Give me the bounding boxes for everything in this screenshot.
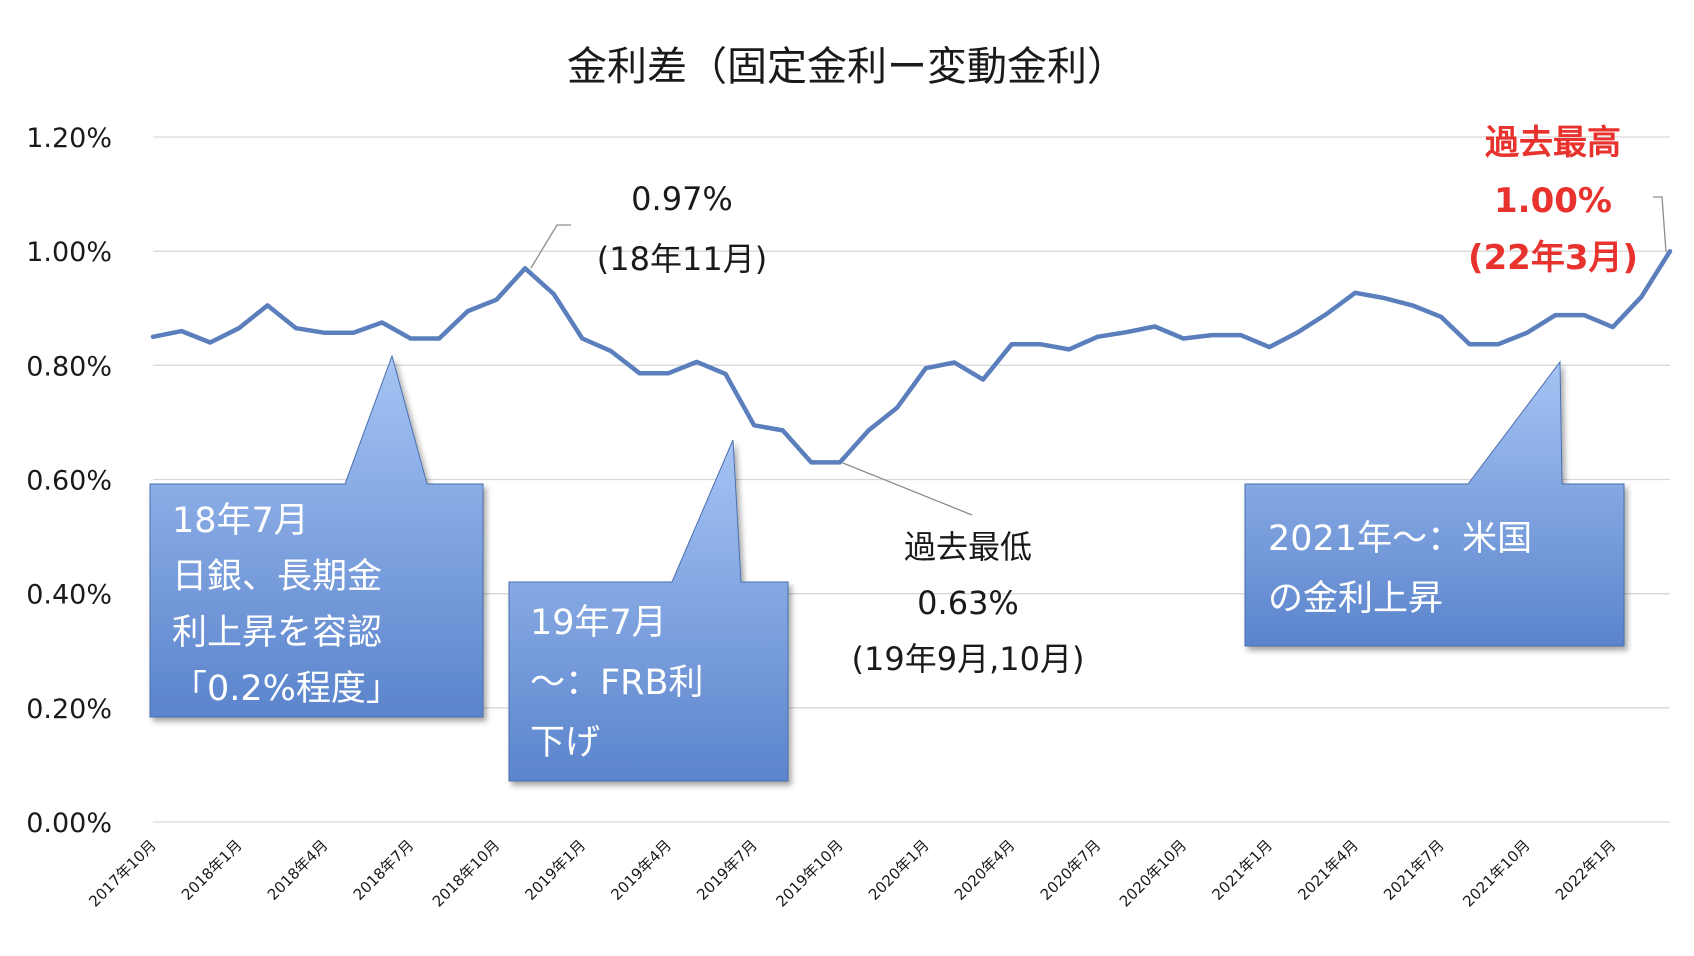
x-tick-label: 2020年4月 [951, 836, 1019, 904]
callout-boj: 18年7月 日銀、長期金 利上昇を容認 「0.2%程度」 [149, 354, 484, 718]
x-tick-label: 2017年10月 [85, 836, 159, 910]
low-label: 過去最低 [904, 528, 1032, 566]
y-tick-label: 0.40% [26, 580, 112, 611]
y-tick-label: 0.00% [26, 808, 112, 839]
x-axis: 2017年10月 2018年1月 2018年4月 2018年7月 2018年10月 201… [85, 836, 1619, 910]
x-tick-label: 2019年10月 [772, 836, 846, 910]
callout-us-shape [1244, 360, 1625, 647]
y-tick-label: 0.80% [26, 351, 112, 382]
peak-value-label: 0.97% [631, 180, 733, 218]
y-tick-label: 0.20% [26, 694, 112, 725]
low-value-label: 0.63% [917, 584, 1019, 622]
x-tick-label: 2021年7月 [1380, 836, 1448, 904]
high-leader-line [1653, 196, 1667, 253]
low-date-label: (19年9月,10月) [852, 640, 1085, 678]
peak-leader-line [530, 224, 571, 269]
x-tick-label: 2021年1月 [1208, 836, 1276, 904]
x-tick-label: 2018年7月 [350, 836, 418, 904]
callout-frb-line-2: ～：FRB利 [530, 663, 703, 703]
y-axis: 0.00% 0.20% 0.40% 0.60% 0.80% 1.00% 1.20% [26, 123, 112, 839]
callout-frb-line-1: 19年7月 [530, 603, 667, 643]
callout-boj-line-3: 利上昇を容認 [172, 613, 382, 653]
x-tick-label: 2018年1月 [178, 836, 246, 904]
callout-boj-line-4: 「0.2%程度」 [172, 669, 401, 709]
callout-boj-line-1: 18年7月 [172, 501, 309, 541]
y-tick-label: 0.60% [26, 466, 112, 497]
x-tick-label: 2022年1月 [1552, 836, 1620, 904]
peak-date-label: (18年11月) [597, 240, 767, 278]
high-date-label: (22年3月) [1468, 238, 1638, 278]
y-tick-label: 1.20% [26, 123, 112, 154]
x-tick-label: 2018年10月 [429, 836, 503, 910]
x-tick-label: 2021年4月 [1294, 836, 1362, 904]
high-label: 過去最高 [1485, 123, 1621, 163]
x-tick-label: 2020年10月 [1116, 836, 1190, 910]
x-tick-label: 2019年7月 [693, 836, 761, 904]
callout-us-line-1: 2021年～：米国 [1268, 519, 1532, 559]
callout-boj-line-2: 日銀、長期金 [172, 557, 382, 597]
callout-boj-shape [149, 354, 484, 718]
spread-series-line [150, 248, 1673, 465]
high-value-label: 1.00% [1494, 181, 1612, 221]
callout-us: 2021年～：米国 の金利上昇 [1244, 360, 1625, 647]
callout-us-line-2: の金利上昇 [1268, 579, 1443, 619]
low-leader-line [842, 462, 973, 516]
x-tick-label: 2021年10月 [1459, 836, 1533, 910]
callout-frb-shape [508, 439, 789, 782]
x-tick-label: 2020年7月 [1037, 836, 1105, 904]
x-tick-label: 2019年4月 [607, 836, 675, 904]
x-tick-label: 2020年1月 [865, 836, 933, 904]
y-tick-label: 1.00% [26, 237, 112, 268]
x-tick-label: 2018年4月 [264, 836, 332, 904]
x-tick-label: 2019年1月 [521, 836, 589, 904]
leader-lines [530, 196, 1667, 516]
callout-frb: 19年7月 ～：FRB利 下げ [508, 439, 789, 782]
chart-title: 金利差（固定金利ー変動金利） [567, 44, 1127, 90]
callout-frb-line-3: 下げ [530, 723, 600, 763]
